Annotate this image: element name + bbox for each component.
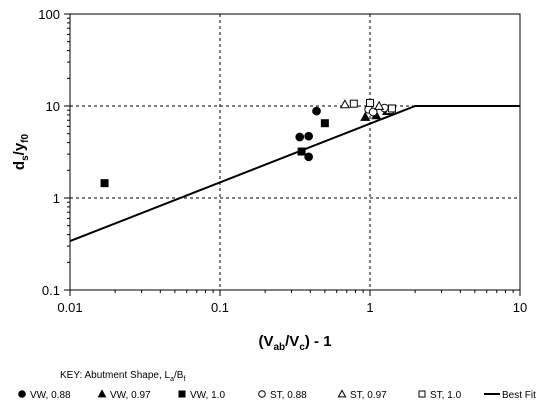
best-fit-line — [69, 105, 520, 243]
legend-label: VW, 0.97 — [110, 390, 151, 401]
key-sub-a: a — [170, 376, 174, 383]
data-point-circle-filled — [312, 106, 321, 116]
y-label-d: d — [11, 161, 28, 170]
data-point-circle-open — [368, 107, 378, 117]
y-tick-label: 10 — [46, 99, 60, 114]
x-axis-label: (Vab/Vc) - 1 — [258, 333, 331, 353]
legend-marker-triangle-open — [337, 389, 347, 398]
legend-marker-circle-open — [258, 390, 266, 398]
data-point-triangle-open — [339, 99, 350, 109]
data-point-circle-filled — [304, 131, 314, 141]
x-tick-label: 0.01 — [57, 300, 82, 315]
data-point-circle-filled — [304, 152, 314, 162]
y-tick-label: 1 — [53, 191, 60, 206]
x-label-sub-ab: ab — [273, 342, 285, 353]
x-label-sub-c: c — [299, 342, 305, 353]
data-point-square-open — [349, 99, 358, 108]
plot-frame — [69, 13, 521, 291]
legend-marker-square-filled — [178, 390, 186, 398]
legend-label: ST, 0.97 — [350, 390, 387, 401]
legend-label-best-fit: Best Fit — [502, 390, 536, 401]
data-point-circle-filled — [295, 132, 305, 142]
x-tick-label: 1 — [366, 300, 373, 315]
legend-marker-circle-filled — [18, 390, 26, 398]
y-tick-label: 0.1 — [42, 283, 60, 298]
legend-marker-triangle-filled — [97, 389, 107, 398]
data-point-square-open — [387, 104, 396, 113]
data-point-triangle-open — [374, 100, 385, 110]
data-point-square-filled — [100, 179, 109, 188]
data-point-square-filled — [297, 147, 306, 156]
y-label-sub-f0: f0 — [20, 133, 31, 142]
x-label-open: (V — [258, 333, 273, 350]
x-tick-label: 10 — [513, 300, 527, 315]
x-label-tail: ) - 1 — [305, 333, 332, 350]
key-prefix: KEY: Abutment Shape, L — [60, 370, 171, 381]
legend-label: VW, 1.0 — [190, 390, 225, 401]
data-point-square-filled — [320, 119, 329, 128]
y-label-slash-y: /y — [11, 142, 28, 155]
data-point-square-open — [366, 98, 374, 107]
x-label-slash-v: /V — [285, 333, 299, 350]
legend-marker-square-open — [418, 390, 426, 398]
y-axis-label: ds/yf0 — [11, 133, 31, 170]
y-label-sub-s: s — [20, 155, 31, 161]
legend-label: ST, 0.88 — [270, 390, 307, 401]
y-tick-label: 100 — [38, 7, 60, 22]
x-tick-label: 0.1 — [211, 300, 229, 315]
legend-key-title: KEY: Abutment Shape, La/Bf — [60, 370, 185, 383]
legend-label: ST, 1.0 — [430, 390, 462, 401]
key-sub-f: f — [183, 376, 185, 383]
legend-label: VW, 0.88 — [30, 390, 71, 401]
data-point-triangle-filled — [360, 111, 371, 121]
key-slash-b: /B — [174, 370, 184, 381]
